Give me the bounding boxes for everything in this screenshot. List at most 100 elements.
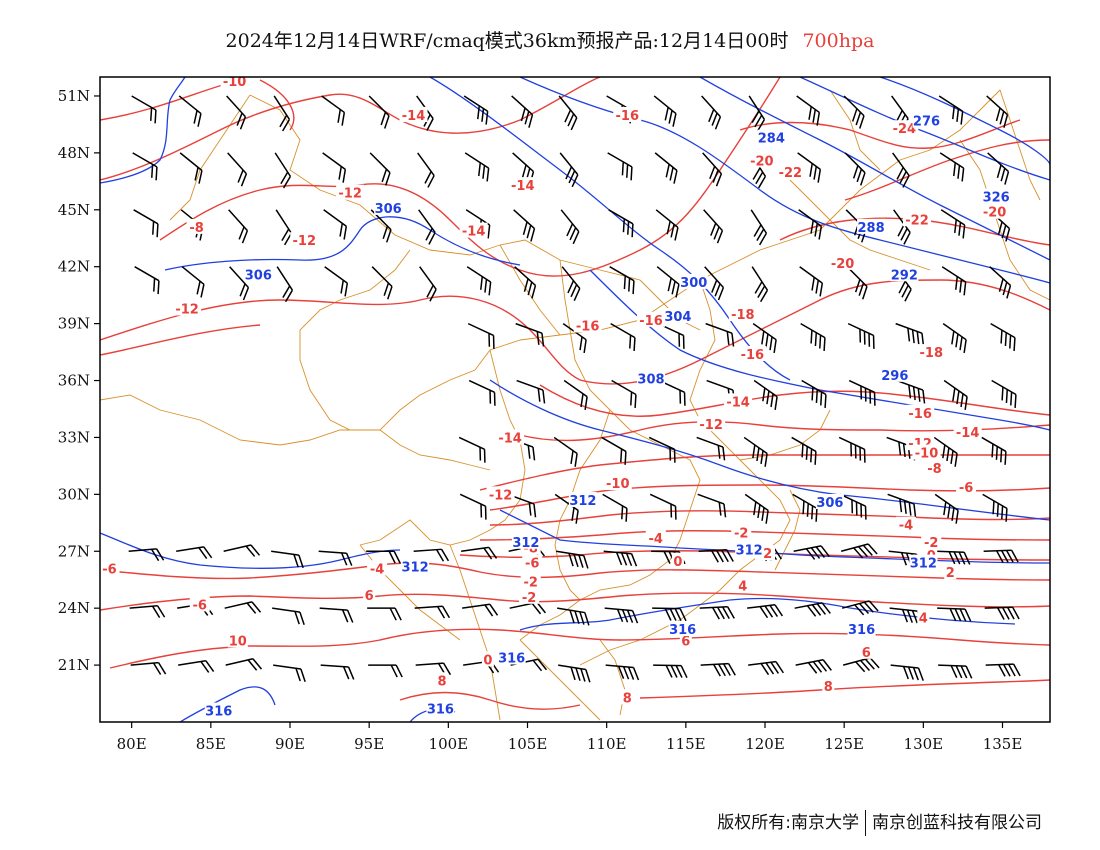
contour-label: -6: [525, 557, 539, 572]
contour-label-bg: [374, 199, 403, 215]
wind-barb: [795, 659, 832, 674]
wind-barb: [468, 379, 496, 406]
contour-label: 316: [669, 623, 696, 638]
wind-barb: [702, 152, 723, 187]
contour-label: -22: [905, 213, 929, 228]
wind-barb: [700, 662, 736, 677]
y-tick-label: 21N: [58, 656, 90, 674]
contour-label: -12: [699, 418, 723, 433]
wind-barb: [602, 493, 628, 522]
wind-barb: [939, 152, 965, 182]
contour-label-bg: [511, 533, 540, 549]
wind-barb: [701, 95, 722, 130]
contour-label: 6: [862, 646, 871, 661]
wind-barb: [655, 209, 679, 241]
wind-barb: [133, 209, 159, 238]
wind-barb: [990, 322, 1016, 352]
x-tick-label: 90E: [275, 735, 305, 753]
wind-barb: [271, 550, 304, 569]
wind-barb: [801, 379, 827, 408]
y-tick-label: 24N: [58, 599, 90, 617]
contour-label-bg: [399, 106, 428, 122]
wind-barb: [698, 549, 734, 563]
wind-barb: [846, 266, 868, 300]
wind-barb: [743, 436, 768, 467]
contour-label-bg: [486, 486, 515, 502]
contour-label-bg: [603, 474, 632, 490]
contour-label: 0: [483, 653, 492, 668]
y-tick-label: 39N: [58, 315, 90, 333]
contour-label-bg: [519, 588, 540, 604]
contour-label-bg: [663, 308, 692, 324]
contour-label: -12: [293, 234, 317, 249]
x-tick-label: 100E: [429, 735, 469, 753]
contour-label: 8: [437, 674, 446, 689]
contour-label-bg: [953, 423, 982, 439]
contour-label: -16: [616, 109, 640, 124]
contour-label: 284: [758, 132, 785, 147]
contour-label-bg: [679, 273, 708, 289]
x-tick-label: 130E: [904, 735, 944, 753]
contour-label-bg: [496, 429, 525, 445]
contour-label-bg: [924, 459, 945, 475]
wind-barb: [414, 605, 451, 619]
wind-barb: [563, 379, 588, 410]
y-tick-label: 33N: [58, 428, 90, 446]
wind-barb: [418, 209, 436, 245]
wind-barb: [985, 663, 1021, 677]
contour-label: -2: [523, 576, 537, 591]
contour-label: -10: [223, 75, 247, 90]
wind-barb: [796, 95, 821, 126]
contour-label: 288: [858, 221, 885, 236]
wind-barb: [368, 95, 390, 129]
contour-label: -24: [893, 122, 917, 137]
wind-barb: [896, 379, 926, 404]
wind-barb: [462, 603, 499, 617]
wind-barb: [984, 606, 1020, 620]
contour-label-bg: [906, 404, 935, 420]
contour-label: 4: [738, 579, 747, 594]
contour-label-bg: [227, 632, 248, 648]
contour-label: 316: [427, 703, 454, 718]
x-tick-label: 85E: [196, 735, 226, 753]
contour-label: 304: [664, 310, 691, 325]
contour-label-bg: [637, 311, 665, 327]
wind-barb: [461, 546, 498, 560]
contour-label-bg: [679, 632, 692, 648]
contour-label: -16: [908, 407, 932, 422]
wind-barb: [895, 322, 925, 347]
wind-barb: [558, 664, 591, 683]
wind-barb: [893, 209, 911, 245]
x-tick-label: 80E: [117, 735, 147, 753]
wind-barb: [797, 152, 822, 183]
contour-label: -2: [924, 536, 938, 551]
credit-right: 南京创蓝科技有限公司: [872, 813, 1042, 833]
contour-label-bg: [189, 596, 210, 612]
contour-label: 10: [229, 634, 247, 649]
wind-barb: [274, 152, 292, 189]
contour-label: -4: [899, 519, 913, 534]
wind-barb: [466, 266, 492, 296]
wind-barb: [272, 607, 305, 626]
wind-barb: [943, 379, 968, 410]
wind-barb: [838, 436, 866, 463]
contour-label-bg: [497, 649, 526, 665]
contour-label: 2: [946, 566, 955, 581]
wind-barb: [848, 379, 876, 406]
wind-barb: [991, 379, 1017, 408]
contour-label: -12: [175, 302, 199, 317]
wind-barb: [937, 607, 972, 622]
contour-label: 6: [681, 634, 690, 649]
wind-barb: [601, 436, 627, 465]
wind-barb: [129, 604, 166, 618]
wind-barb: [983, 549, 1019, 563]
wind-barb: [371, 266, 393, 300]
wind-barb: [225, 658, 263, 671]
contour-label: -12: [489, 488, 513, 503]
contour-label: -10: [606, 477, 630, 492]
contour-label: -14: [402, 109, 426, 124]
contour-label-bg: [860, 643, 873, 659]
wind-barb: [938, 95, 964, 125]
contour-label-bg: [436, 672, 448, 688]
contour-label: 312: [402, 560, 429, 575]
